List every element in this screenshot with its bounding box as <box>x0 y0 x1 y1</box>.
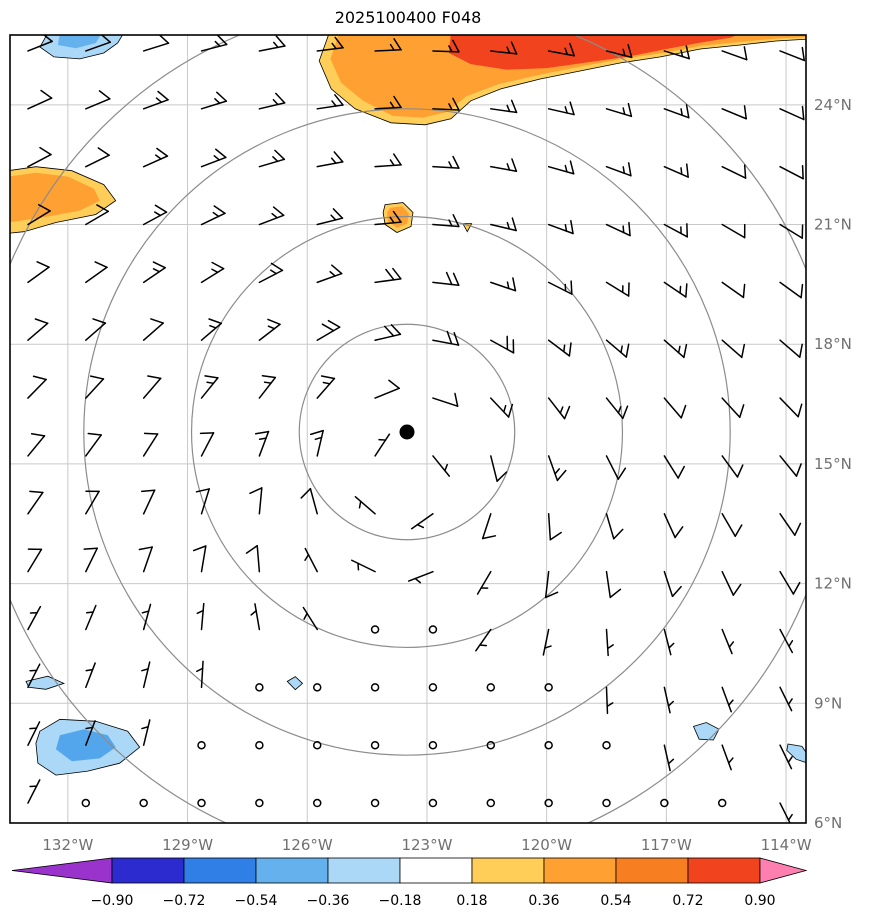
lat-tick-label: 6°N <box>814 814 842 832</box>
lon-tick-label: 132°W <box>42 836 93 854</box>
colorbar-segment <box>471 857 545 884</box>
contour-region-north-ridge-mid <box>330 35 806 118</box>
calm-circle <box>255 740 264 750</box>
calm-circle <box>428 683 438 692</box>
calm-circle <box>197 798 206 808</box>
colorbar-segment <box>111 857 185 884</box>
colorbar-right-arrow <box>759 857 808 884</box>
lat-tick-label: 18°N <box>814 335 852 353</box>
calm-circle <box>312 683 322 692</box>
colorbar-tick-label: −0.18 <box>379 893 422 909</box>
lat-tick-label: 24°N <box>814 96 852 114</box>
calm-circle <box>544 740 553 750</box>
lat-tick-label: 15°N <box>814 455 852 473</box>
colorbar-segment <box>183 857 257 884</box>
lon-tick-label: 114°W <box>761 836 812 854</box>
wind-barbs <box>27 35 806 823</box>
lat-tick-label: 21°N <box>814 216 852 234</box>
colorbar-tick-label: 0.36 <box>528 893 559 909</box>
calm-circle <box>602 740 611 750</box>
colorbar-segment <box>615 857 689 884</box>
calm-circle <box>544 683 553 692</box>
lat-tick-label: 9°N <box>814 694 842 712</box>
lat-tick-label: 12°N <box>814 575 852 593</box>
colorbar-tick-label: 0.18 <box>456 893 487 909</box>
calm-circle <box>660 798 669 808</box>
colorbar-segment <box>255 857 329 884</box>
calm-circle <box>81 798 91 808</box>
colorbar-tick-label: −0.54 <box>235 893 278 909</box>
calm-circle <box>544 798 553 808</box>
calm-circle <box>255 798 264 808</box>
contour-region-south-neg-dot <box>286 676 304 691</box>
calm-circle <box>197 740 206 750</box>
contour-region-topleft-neg-core <box>57 35 101 49</box>
colorbar-tick-label: 0.90 <box>744 893 775 909</box>
colorbar-tick-label: 0.54 <box>600 893 631 909</box>
contour-region-right-edge-neg-sliver <box>786 743 806 763</box>
colorbar-segment <box>543 857 617 884</box>
chart-title: 2025100400 F048 <box>334 8 482 27</box>
calm-circle <box>370 798 380 808</box>
calm-circle <box>486 683 496 692</box>
contour-region-west-pos-core <box>10 172 100 223</box>
calm-circle <box>312 798 322 808</box>
calm-circle <box>312 740 322 750</box>
colorbar-tick-label: 0.72 <box>672 893 703 909</box>
gridlines <box>10 35 806 824</box>
calm-circle <box>428 625 438 634</box>
contour-region-north-ridge-core <box>448 35 738 70</box>
range-rings <box>10 35 806 823</box>
colorbar-tick-label: −0.36 <box>307 893 350 909</box>
colorbar-tick-label: −0.90 <box>91 893 134 909</box>
calm-circle <box>370 683 380 692</box>
lon-tick-label: 117°W <box>641 836 692 854</box>
calm-circle <box>486 798 496 808</box>
lon-tick-label: 126°W <box>282 836 333 854</box>
calm-circle <box>428 740 438 750</box>
calm-circle <box>717 798 727 808</box>
calm-circle <box>428 798 438 808</box>
colorbar-segment <box>327 857 401 884</box>
colorbar-segment <box>399 857 473 884</box>
calm-circle <box>255 683 264 692</box>
calm-circle <box>370 740 380 750</box>
colorbar-segment <box>687 857 761 884</box>
lon-tick-label: 123°W <box>401 836 452 854</box>
map-border <box>9 34 807 824</box>
shaded-regions <box>10 35 806 776</box>
calm-circle <box>602 798 611 808</box>
calm-circle <box>139 798 148 808</box>
storm-center-dot <box>399 424 415 440</box>
calm-circle <box>370 625 380 634</box>
calm-circle <box>486 740 496 750</box>
colorbar-left-arrow <box>11 857 113 884</box>
lon-tick-label: 129°W <box>162 836 213 854</box>
colorbar-tick-label: −0.72 <box>163 893 206 909</box>
lon-tick-label: 120°W <box>521 836 572 854</box>
